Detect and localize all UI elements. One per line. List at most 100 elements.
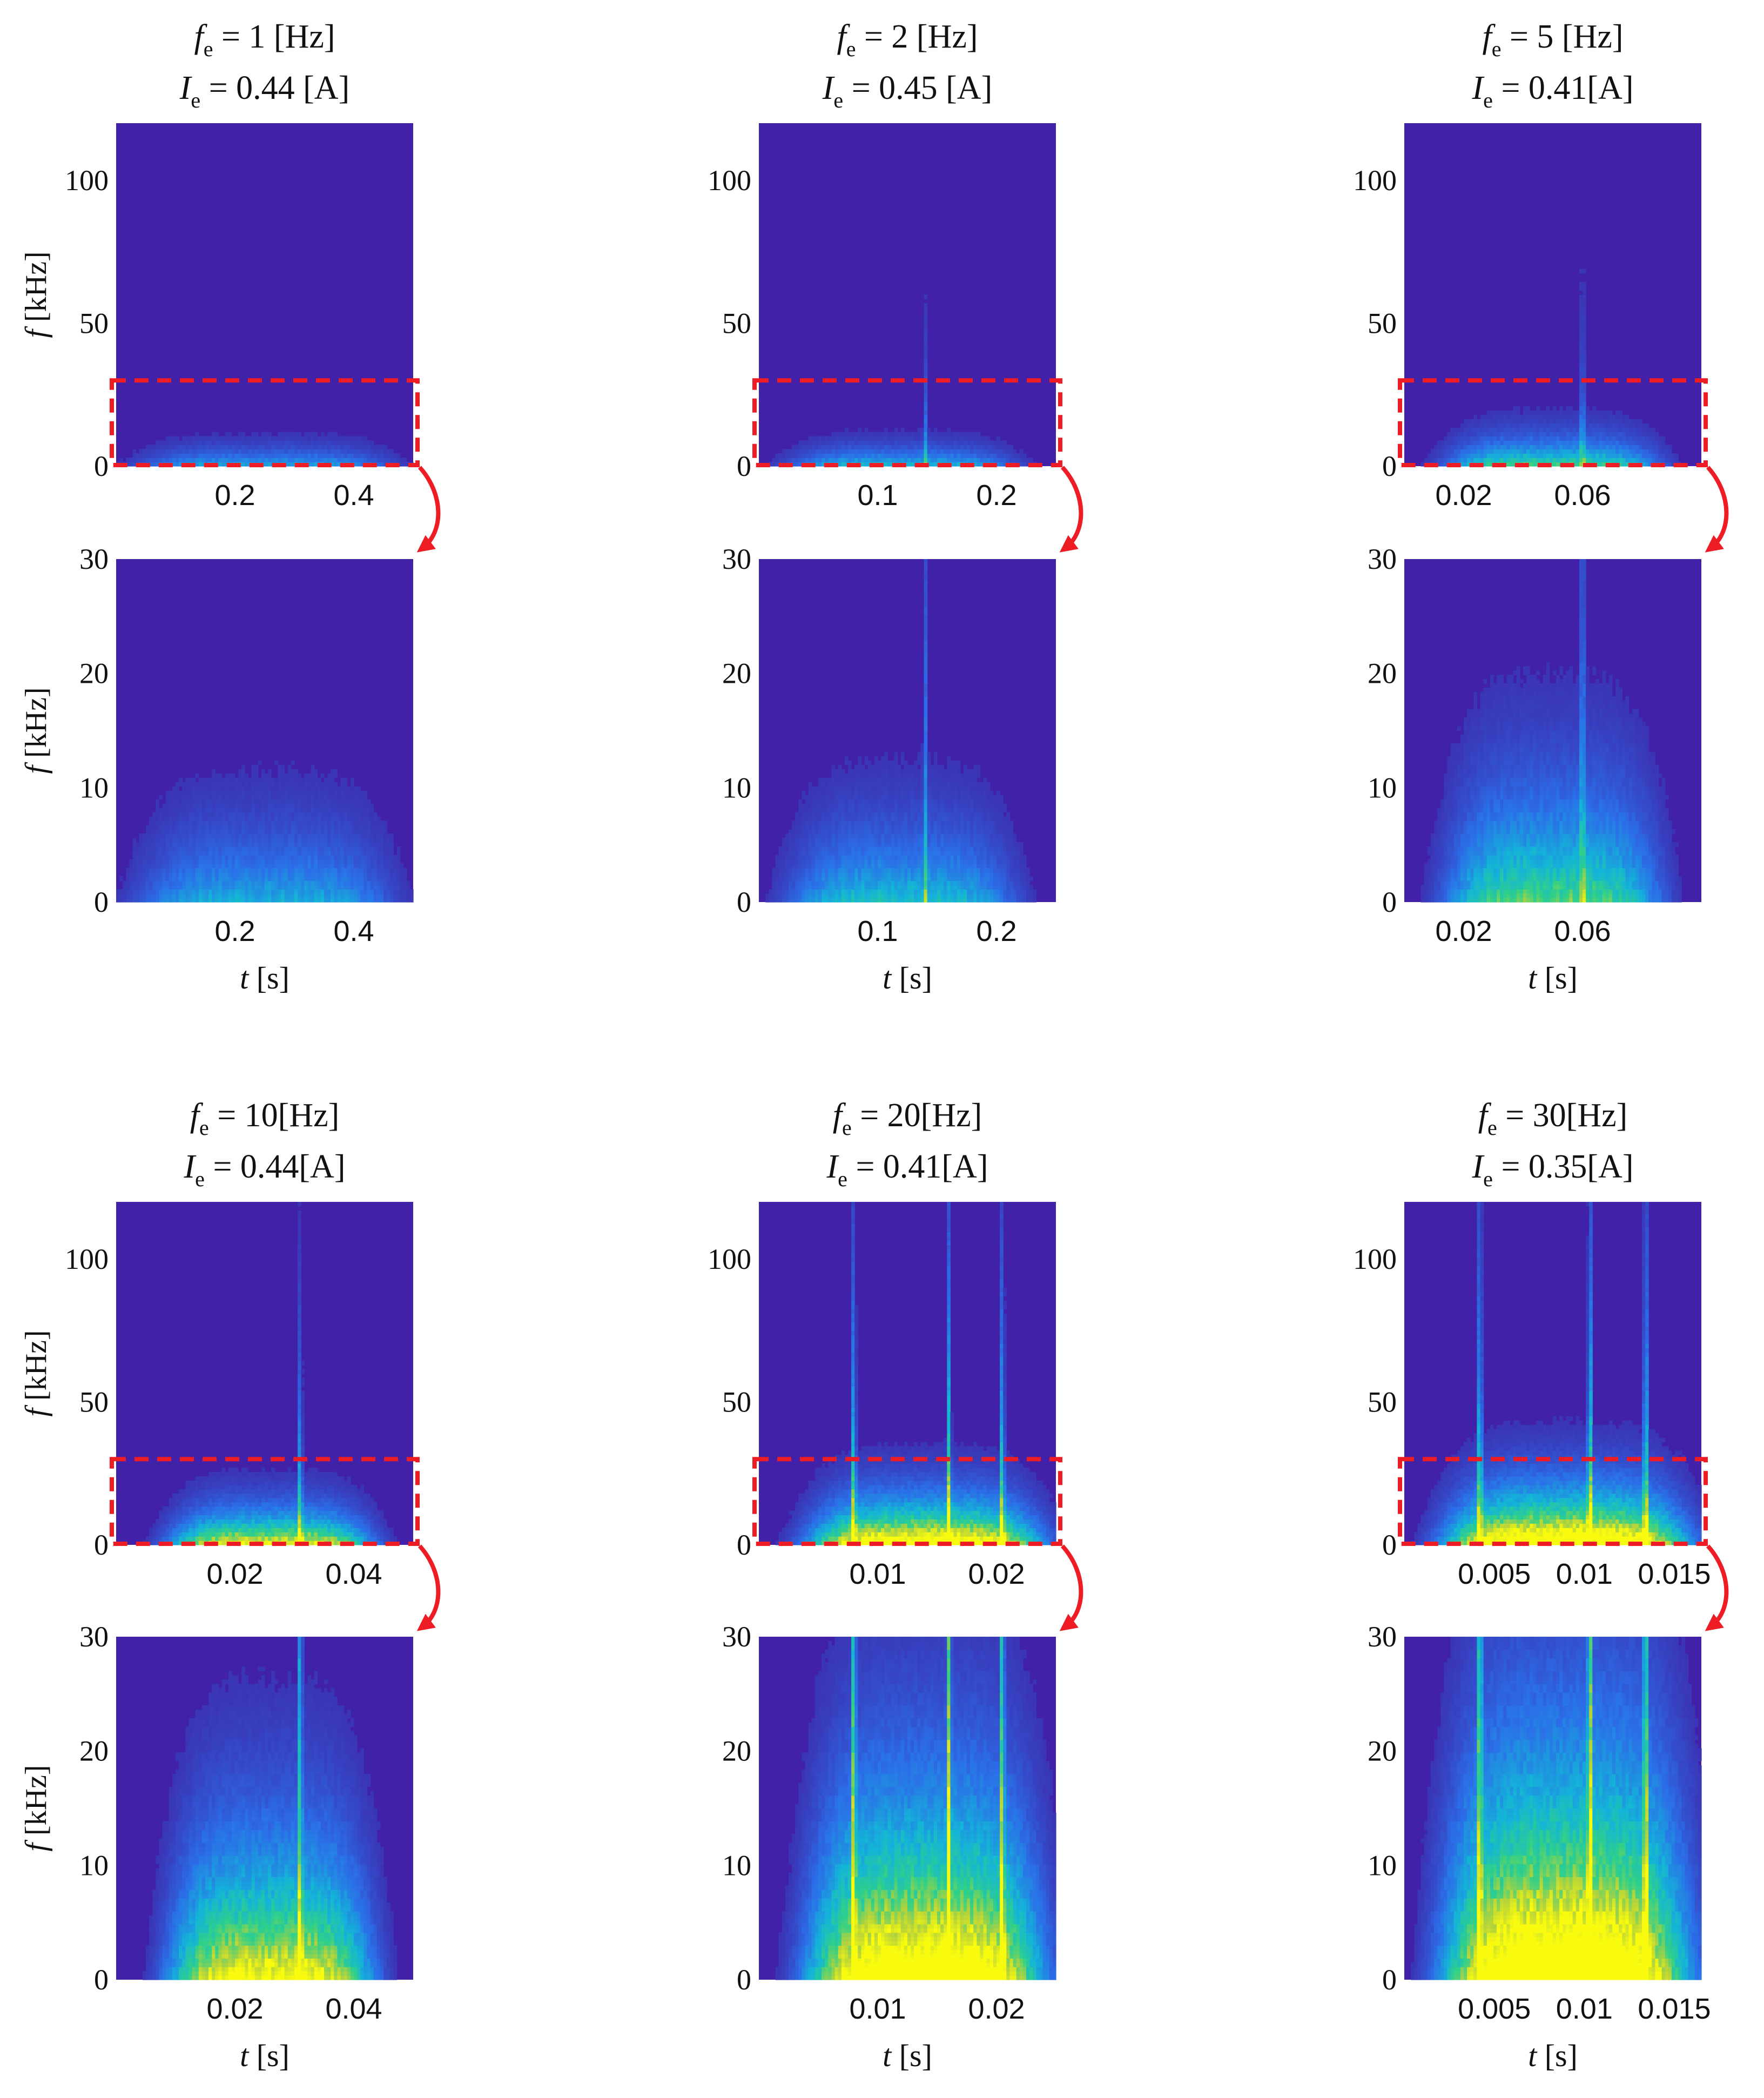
heatmap-cell (327, 859, 331, 864)
heatmap-cell (920, 458, 925, 462)
heatmap-cell (324, 445, 328, 449)
heatmap-cell (917, 846, 921, 851)
heatmap-cell (400, 889, 404, 894)
heatmap-cell (228, 868, 232, 873)
heatmap-cell (914, 833, 918, 838)
heatmap-cell (798, 842, 803, 847)
heatmap-cell (805, 859, 809, 864)
heatmap-cell (195, 829, 199, 834)
heatmap-cell (331, 850, 334, 856)
heatmap-cell (228, 829, 232, 834)
heatmap-cell (871, 889, 875, 894)
heatmap-cell (917, 458, 921, 462)
heatmap-cell (274, 803, 279, 808)
heatmap-cell (891, 812, 895, 817)
heatmap-cell (884, 462, 888, 467)
heatmap-cell (156, 842, 160, 847)
heatmap-cell (376, 458, 381, 462)
heatmap-cell (192, 850, 196, 856)
heatmap-cell (331, 458, 334, 462)
heatmap-cell (933, 756, 938, 761)
heatmap-cell (884, 885, 888, 890)
heatmap-cell (802, 850, 806, 856)
heatmap-cell (851, 769, 855, 774)
heatmap-cell (940, 769, 944, 774)
heatmap-cell (937, 440, 941, 445)
heatmap-cell (944, 842, 947, 847)
heatmap-cell (291, 816, 295, 821)
heatmap-cell (930, 893, 934, 898)
heatmap-cell (383, 863, 387, 869)
heatmap-cell (924, 898, 928, 903)
heatmap-cell (179, 449, 183, 454)
heatmap-cell (798, 833, 803, 838)
heatmap-cell (808, 799, 812, 804)
heatmap-cell (861, 889, 865, 894)
heatmap-cell (195, 458, 199, 462)
heatmap-cell (891, 432, 895, 437)
heatmap-cell (933, 462, 938, 467)
heatmap-cell (867, 863, 872, 869)
heatmap-cell (940, 829, 944, 834)
heatmap-cell (245, 863, 249, 869)
heatmap-cell (254, 458, 259, 462)
heatmap-cell (265, 445, 268, 449)
heatmap-cell (188, 859, 193, 864)
heatmap-cell (831, 846, 836, 851)
heatmap-cell (156, 462, 160, 467)
heatmap-cell (278, 799, 282, 804)
heatmap-cell (132, 880, 137, 885)
heatmap-cell (314, 440, 318, 445)
heatmap-cell (907, 863, 911, 869)
heatmap-cell (887, 898, 892, 903)
heatmap-cell (808, 846, 812, 851)
heatmap-cell (871, 842, 875, 847)
heatmap-cell (884, 821, 888, 825)
heatmap-cell (221, 786, 226, 791)
heatmap-cell (298, 777, 301, 783)
heatmap-cell (844, 445, 849, 449)
heatmap-cell (324, 829, 328, 834)
heatmap-cell (930, 876, 934, 881)
heatmap-cell (858, 449, 862, 454)
heatmap-cell (383, 880, 387, 885)
heatmap-cell (287, 777, 292, 783)
heatmap-cell (924, 885, 928, 890)
heatmap-cell (933, 816, 938, 821)
heatmap-cell (874, 868, 878, 873)
heatmap-cell (874, 889, 878, 894)
heatmap-cell (822, 825, 825, 830)
heatmap-cell (245, 868, 249, 873)
heatmap-cell (182, 880, 186, 885)
heatmap-cell (324, 833, 328, 838)
heatmap-cell (363, 453, 368, 458)
heatmap-cell (393, 880, 398, 885)
heatmap-cell (179, 876, 183, 881)
heatmap-cell (218, 863, 223, 869)
heatmap-cell (795, 833, 799, 838)
heatmap-cell (291, 808, 295, 812)
heatmap-cell (311, 876, 315, 881)
heatmap-cell (291, 782, 295, 787)
heatmap-cell (188, 872, 193, 877)
heatmap-cell (924, 333, 928, 338)
heatmap-cell (878, 859, 881, 864)
heatmap-cell (825, 436, 829, 441)
heatmap-cell (878, 825, 881, 830)
heatmap-cell (192, 876, 196, 881)
heatmap-cell (854, 833, 858, 838)
heatmap-cell (238, 808, 242, 812)
heatmap-cell (201, 893, 206, 898)
heatmap-cell (265, 821, 268, 825)
heatmap-cell (331, 885, 334, 890)
heatmap-cell (235, 850, 239, 856)
heatmap-cell (914, 782, 918, 787)
heatmap-cell (221, 833, 226, 838)
heatmap-cell (225, 859, 229, 864)
heatmap-cell (363, 458, 368, 462)
heatmap-cell (387, 885, 390, 890)
heatmap-cell (149, 829, 153, 834)
heatmap-cell (231, 786, 235, 791)
heatmap-cell (195, 795, 199, 800)
heatmap-cell (944, 876, 947, 881)
